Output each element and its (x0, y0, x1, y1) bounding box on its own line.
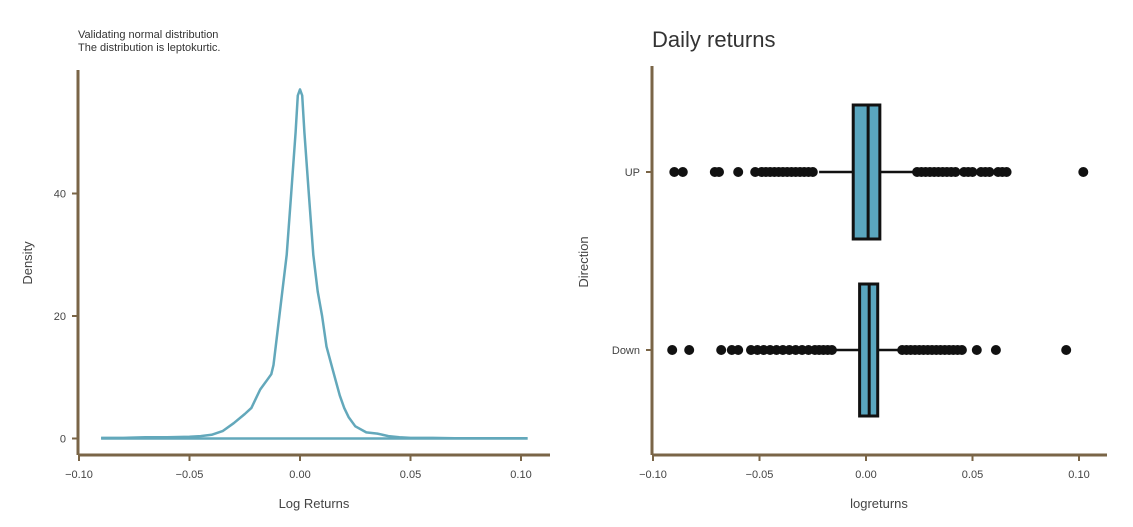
boxplot-y-ticks: UP Down (612, 167, 652, 357)
boxplot-outlier-point (667, 345, 678, 355)
boxplot-outlier-point (971, 345, 982, 355)
boxplot-outlier-point (677, 167, 688, 177)
boxplot-outlier-point (984, 167, 995, 177)
boxplot-outlier-point (956, 345, 967, 355)
boxplot-outlier-point (733, 345, 744, 355)
boxplot-outlier-point (1061, 345, 1072, 355)
density-series-1-line (101, 88, 528, 440)
density-y-tick-label: 0 (60, 434, 66, 446)
boxplot-x-tick-label: −0.05 (746, 469, 774, 481)
boxplot-outlier-point (1001, 167, 1012, 177)
boxplot-plot-area (667, 103, 1089, 418)
boxplot-outlier-point (684, 345, 695, 355)
boxplot-y-tick-label: Down (612, 345, 640, 357)
boxplot-outlier-point (807, 167, 818, 177)
density-x-tick-label: 0.00 (289, 469, 310, 481)
density-subtitle-line-1: Validating normal distribution (78, 29, 218, 41)
boxplot-chart: Daily returns −0.10 −0.05 0.00 0.05 0.10 UP D… (576, 27, 1107, 511)
density-x-tick-label: 0.10 (510, 469, 531, 481)
density-chart: Validating normal distribution The distr… (20, 29, 550, 511)
boxplot-x-tick-label: 0.10 (1068, 469, 1089, 481)
boxplot-x-tick-label: 0.05 (962, 469, 983, 481)
boxplot-y-tick-label: UP (625, 167, 640, 179)
density-y-tick-label: 40 (54, 189, 66, 201)
boxplot-outlier-point (990, 345, 1001, 355)
boxplot-x-axis-title: logreturns (850, 496, 908, 511)
density-x-tick-label: −0.05 (176, 469, 204, 481)
boxplot-title: Daily returns (652, 27, 775, 52)
boxplot-y-axis-title: Direction (576, 236, 591, 287)
boxplot-outlier-point (714, 167, 724, 177)
boxplot-outlier-point (716, 345, 727, 355)
density-x-axis-title: Log Returns (279, 496, 350, 511)
density-y-ticks: 0 20 40 (54, 189, 78, 446)
boxplot-outlier-point (1078, 167, 1089, 177)
boxplot-x-tick-label: −0.10 (639, 469, 667, 481)
boxplot-outlier-point (669, 167, 680, 177)
density-y-tick-label: 20 (54, 311, 66, 323)
density-plot-area (101, 88, 528, 440)
density-x-tick-label: −0.10 (65, 469, 93, 481)
boxplot-outlier-point (967, 167, 978, 177)
density-y-axis-title: Density (20, 241, 35, 285)
boxplot-box-up (851, 103, 882, 241)
boxplot-x-tick-label: 0.00 (855, 469, 876, 481)
boxplot-outlier-point (826, 345, 837, 355)
boxplot-outlier-point (950, 167, 961, 177)
boxplot-x-ticks: −0.10 −0.05 0.00 0.05 0.10 (639, 455, 1090, 481)
boxplot-outlier-point (733, 167, 744, 177)
density-subtitle-line-2: The distribution is leptokurtic. (78, 42, 220, 54)
density-x-tick-label: 0.05 (400, 469, 421, 481)
density-x-ticks: −0.10 −0.05 0.00 0.05 0.10 (65, 455, 532, 481)
